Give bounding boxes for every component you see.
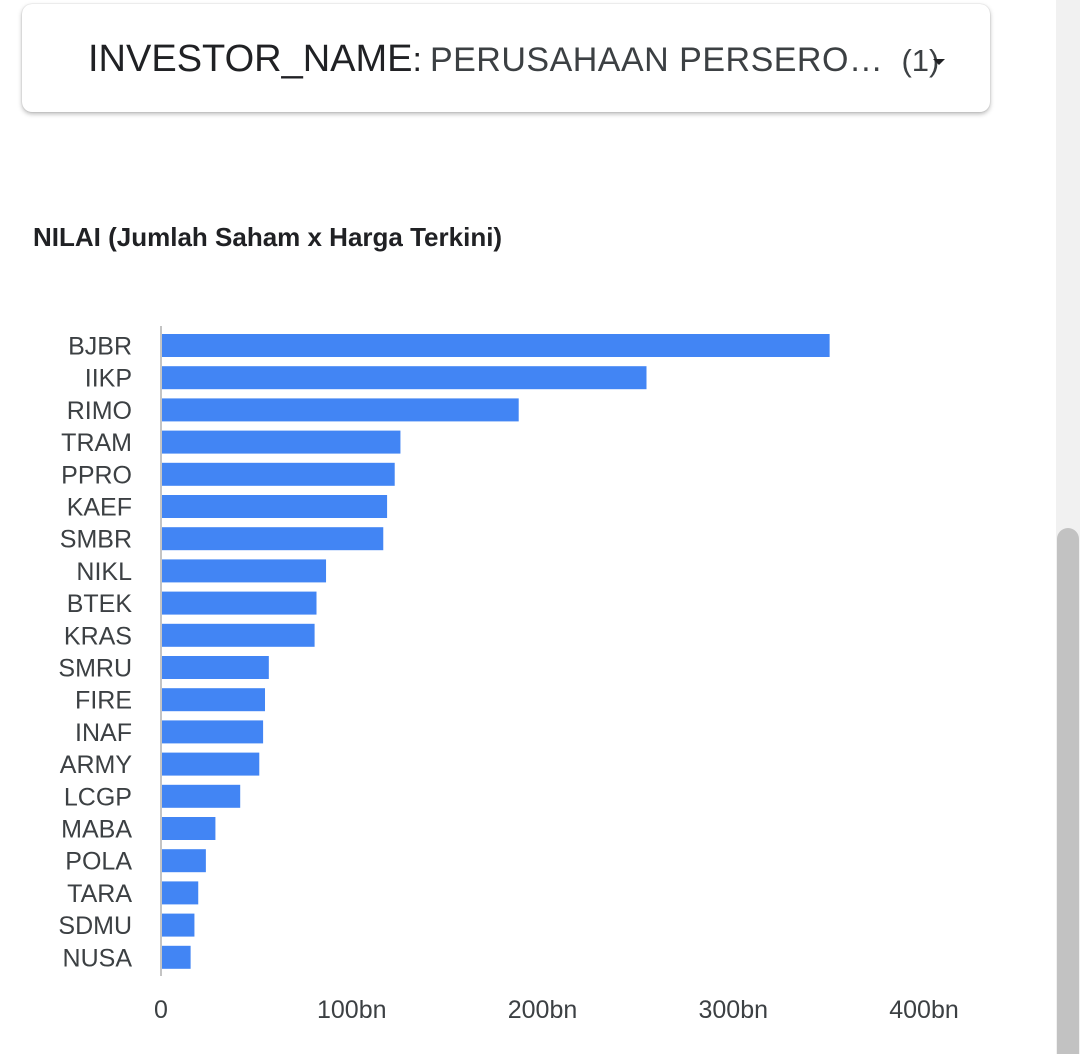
category-label-ppro: PPRO [61, 461, 132, 489]
x-tick-label: 0 [154, 996, 168, 1024]
chart-title: NILAI (Jumlah Saham x Harga Terkini) [33, 222, 503, 252]
category-label-nikl: NIKL [76, 558, 132, 586]
x-tick-label: 200bn [508, 996, 578, 1024]
bar-sdmu[interactable] [162, 913, 195, 937]
category-label-fire: FIRE [75, 687, 132, 715]
category-label-nusa: NUSA [63, 944, 133, 972]
category-label-kras: KRAS [64, 622, 132, 650]
dropdown-arrow-icon[interactable] [933, 59, 945, 65]
category-label-btek: BTEK [67, 590, 133, 618]
bar-tara[interactable] [162, 881, 199, 905]
category-label-pola: POLA [65, 848, 132, 876]
investor-name-filter[interactable]: INVESTOR_NAME : PERUSAHAAN PERSERO… (1) [22, 4, 990, 112]
x-tick-label: 400bn [889, 996, 959, 1024]
bar-bjbr[interactable] [162, 334, 830, 357]
category-label-bjbr: BJBR [68, 333, 132, 361]
category-label-rimo: RIMO [67, 397, 132, 425]
bar-iikp[interactable] [162, 366, 647, 390]
category-label-kaef: KAEF [67, 494, 132, 522]
category-label-sdmu: SDMU [58, 912, 132, 940]
bar-lcgp[interactable] [162, 784, 241, 808]
filter-field-label: INVESTOR_NAME [88, 38, 413, 80]
bar-kaef[interactable] [162, 495, 388, 518]
category-label-iikp: IIKP [85, 365, 132, 393]
bar-kras[interactable] [162, 623, 315, 647]
category-label-smru: SMRU [58, 655, 132, 683]
category-label-inaf: INAF [75, 719, 132, 747]
bar-smru[interactable] [162, 656, 269, 679]
category-label-tara: TARA [67, 880, 132, 908]
bar-army[interactable] [162, 752, 260, 776]
bar-maba[interactable] [162, 817, 216, 840]
scrollbar-thumb[interactable] [1057, 528, 1079, 1054]
filter-colon: : [412, 41, 422, 79]
bar-nusa[interactable] [162, 945, 191, 969]
category-label-lcgp: LCGP [64, 783, 132, 811]
bar-tram[interactable] [162, 430, 401, 454]
bar-chart: BJBR IIKP RIMO TRAM PPRO KAEF SMBR NIKL BTEK KRAS… [58, 326, 959, 1024]
bar-fire[interactable] [162, 688, 266, 712]
category-label-tram: TRAM [61, 429, 132, 457]
bar-inaf[interactable] [162, 720, 264, 744]
bar-btek[interactable] [162, 591, 317, 615]
category-label-maba: MABA [61, 816, 132, 844]
bar-smbr[interactable] [162, 527, 384, 551]
bar-nikl[interactable] [162, 559, 327, 583]
x-tick-label: 300bn [698, 996, 768, 1024]
bar-ppro[interactable] [162, 462, 395, 486]
bar-rimo[interactable] [162, 398, 519, 422]
bar-pola[interactable] [162, 849, 206, 873]
x-tick-label: 100bn [317, 996, 387, 1024]
category-label-army: ARMY [60, 751, 133, 779]
filter-selected-value: PERUSAHAAN PERSERO… [429, 41, 884, 79]
category-label-smbr: SMBR [60, 526, 132, 554]
